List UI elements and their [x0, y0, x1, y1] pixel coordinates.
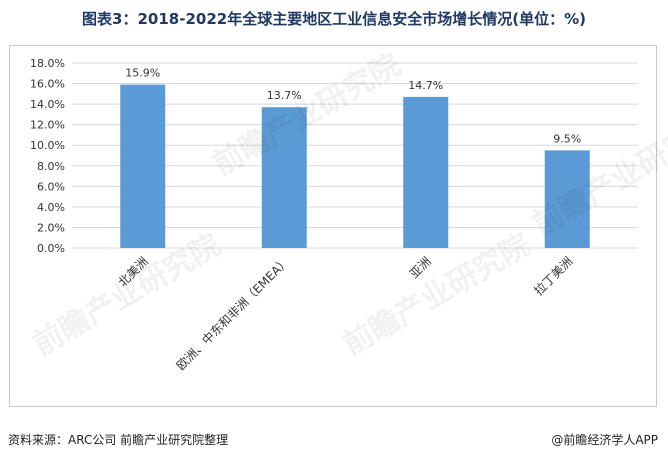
data-label: 14.7%	[408, 79, 443, 92]
x-tick-label: 亚洲	[407, 254, 434, 281]
brand-credit: @前瞻经济学人APP	[551, 433, 658, 447]
y-tick-label: 8.0%	[37, 160, 65, 173]
y-tick-label: 10.0%	[30, 139, 65, 152]
bar	[544, 150, 590, 248]
y-tick-label: 2.0%	[37, 221, 65, 234]
x-tick-label: 拉丁美洲	[531, 254, 576, 299]
data-label: 9.5%	[553, 132, 581, 145]
bar	[120, 84, 166, 248]
y-tick-label: 0.0%	[37, 242, 65, 255]
y-tick-label: 14.0%	[30, 98, 65, 111]
y-tick-label: 4.0%	[37, 201, 65, 214]
data-label: 15.9%	[125, 67, 160, 80]
x-tick-label: 欧洲、中东和非洲（EMEA）	[173, 254, 292, 373]
y-tick-label: 18.0%	[30, 57, 65, 70]
chart-frame: 0.0% 2.0% 4.0% 6.0% 8.0% 10.0% 12.0% 14.0% 16.0%…	[9, 45, 657, 407]
x-tick-label: 北美洲	[116, 254, 151, 289]
y-tick-label: 16.0%	[30, 78, 65, 91]
y-tick-label: 6.0%	[37, 180, 65, 193]
y-tick-label: 12.0%	[30, 119, 65, 132]
bar	[261, 107, 307, 248]
chart-title: 图表3：2018-2022年全球主要地区工业信息安全市场增长情况(单位：%)	[82, 10, 586, 28]
source-note: 资料来源：ARC公司 前瞻产业研究院整理	[8, 433, 229, 447]
data-label: 13.7%	[267, 89, 302, 102]
bar	[403, 96, 449, 248]
bar-chart: 0.0% 2.0% 4.0% 6.0% 8.0% 10.0% 12.0% 14.0% 16.0%…	[30, 57, 638, 373]
